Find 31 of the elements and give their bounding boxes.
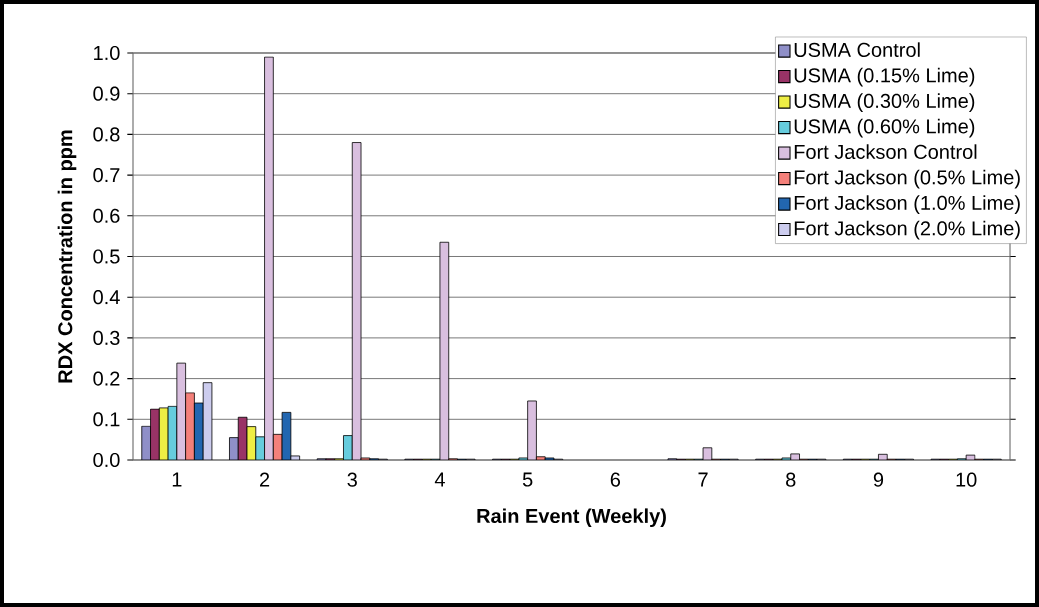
- x-tick-label: 6: [610, 472, 621, 487]
- y-tick-label: 0.8: [93, 127, 120, 142]
- y-tick-label: 0.5: [93, 249, 120, 264]
- y-axis-title: RDX Concentration in ppm: [57, 130, 77, 383]
- legend-label: USMA Control: [794, 42, 920, 57]
- y-tick-label: 0.2: [93, 371, 120, 386]
- x-tick-label: 2: [259, 472, 270, 487]
- y-tick-label: 0.1: [93, 412, 120, 427]
- legend-label: Fort Jackson Control: [794, 144, 977, 159]
- y-tick-label: 0.7: [93, 168, 120, 183]
- x-tick-label: 1: [172, 472, 182, 487]
- legend-label: USMA (0.15% Lime): [794, 67, 975, 87]
- y-tick-label: 0.9: [93, 86, 120, 101]
- x-tick-label: 9: [873, 472, 884, 487]
- x-tick-label: 7: [698, 472, 708, 487]
- y-tick-label: 1.0: [94, 45, 120, 61]
- legend-label: Fort Jackson (2.0% Lime): [794, 220, 1020, 240]
- y-tick-label: 0.6: [93, 208, 120, 223]
- y-tick-label: 0.0: [93, 452, 120, 468]
- legend-label: Fort Jackson (0.5% Lime): [794, 169, 1020, 189]
- x-axis-title: Rain Event (Weekly): [477, 508, 666, 528]
- y-tick-label: 0.3: [93, 330, 120, 345]
- y-tick-label: 0.4: [93, 290, 120, 305]
- x-tick-label: 10: [956, 472, 977, 487]
- legend-label: USMA (0.60% Lime): [794, 118, 975, 138]
- x-tick-label: 4: [434, 472, 445, 487]
- x-tick-label: 3: [347, 472, 357, 487]
- x-tick-label: 5: [522, 472, 533, 487]
- legend-label: USMA (0.30% Lime): [794, 93, 975, 112]
- legend-label: Fort Jackson (1.0% Lime): [794, 195, 1020, 214]
- x-tick-label: 8: [786, 472, 796, 487]
